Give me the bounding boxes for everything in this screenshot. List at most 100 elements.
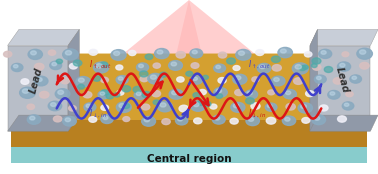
Circle shape — [235, 76, 241, 80]
Circle shape — [338, 62, 350, 71]
Circle shape — [319, 49, 332, 58]
Circle shape — [324, 66, 333, 72]
Circle shape — [178, 117, 183, 121]
Circle shape — [295, 65, 301, 69]
Circle shape — [319, 105, 328, 111]
Circle shape — [330, 92, 335, 95]
Circle shape — [304, 52, 312, 57]
Circle shape — [313, 64, 321, 70]
Circle shape — [152, 90, 161, 97]
Circle shape — [89, 49, 98, 55]
Circle shape — [50, 61, 62, 70]
Circle shape — [89, 117, 97, 122]
Circle shape — [68, 105, 76, 111]
Circle shape — [248, 118, 254, 121]
Circle shape — [70, 63, 77, 69]
Circle shape — [328, 90, 340, 99]
Circle shape — [357, 48, 372, 59]
Circle shape — [301, 104, 307, 108]
Circle shape — [236, 49, 251, 60]
Circle shape — [31, 51, 36, 55]
Circle shape — [342, 52, 349, 57]
Circle shape — [227, 58, 235, 64]
Circle shape — [252, 77, 259, 82]
Polygon shape — [11, 54, 367, 120]
Circle shape — [251, 103, 260, 109]
Circle shape — [342, 102, 354, 110]
Circle shape — [101, 105, 108, 110]
Circle shape — [27, 104, 34, 109]
Circle shape — [155, 49, 169, 59]
Circle shape — [312, 58, 321, 64]
Circle shape — [116, 65, 123, 70]
Polygon shape — [8, 115, 79, 131]
Circle shape — [218, 52, 227, 58]
Circle shape — [285, 117, 290, 121]
Polygon shape — [91, 0, 287, 80]
Circle shape — [198, 100, 204, 105]
Circle shape — [314, 75, 326, 83]
Circle shape — [246, 98, 254, 104]
Circle shape — [13, 65, 18, 68]
Text: $I_{\downarrow,in}$: $I_{\downarrow,in}$ — [89, 108, 107, 120]
Circle shape — [101, 77, 108, 83]
Circle shape — [129, 50, 136, 56]
Circle shape — [179, 105, 189, 112]
Circle shape — [199, 89, 206, 95]
Polygon shape — [170, 0, 208, 80]
Circle shape — [186, 71, 193, 76]
Text: Lead: Lead — [28, 66, 44, 94]
Circle shape — [136, 63, 149, 72]
Circle shape — [148, 73, 163, 84]
Circle shape — [122, 86, 131, 92]
Circle shape — [260, 65, 265, 69]
Circle shape — [218, 78, 226, 83]
Text: Central region: Central region — [147, 154, 231, 164]
Circle shape — [96, 64, 102, 68]
Circle shape — [282, 116, 296, 125]
Circle shape — [118, 77, 123, 80]
Circle shape — [153, 100, 160, 105]
Circle shape — [48, 101, 62, 111]
Circle shape — [268, 90, 275, 95]
Circle shape — [63, 49, 78, 60]
Circle shape — [272, 65, 281, 71]
Circle shape — [314, 116, 320, 120]
Circle shape — [111, 50, 126, 60]
Circle shape — [171, 62, 177, 66]
Circle shape — [160, 103, 166, 107]
Circle shape — [203, 75, 208, 79]
Circle shape — [55, 89, 70, 99]
Circle shape — [214, 64, 226, 72]
Circle shape — [101, 115, 113, 124]
Circle shape — [333, 78, 342, 84]
Circle shape — [34, 63, 44, 70]
Circle shape — [22, 89, 29, 93]
Circle shape — [231, 102, 245, 112]
Circle shape — [117, 90, 124, 95]
Circle shape — [278, 47, 293, 58]
Circle shape — [78, 78, 84, 82]
Circle shape — [344, 103, 349, 106]
Circle shape — [239, 51, 245, 55]
Circle shape — [93, 62, 109, 73]
Circle shape — [192, 50, 197, 54]
Circle shape — [193, 102, 199, 107]
Circle shape — [172, 91, 177, 95]
Text: $I_{\uparrow,out}$: $I_{\uparrow,out}$ — [248, 59, 270, 71]
Circle shape — [145, 54, 153, 60]
Circle shape — [321, 51, 326, 54]
Circle shape — [28, 49, 42, 60]
Circle shape — [203, 101, 211, 107]
Circle shape — [11, 63, 23, 72]
Text: $I_{\uparrow,out}$: $I_{\uparrow,out}$ — [89, 59, 111, 71]
Circle shape — [37, 78, 42, 81]
Circle shape — [274, 78, 279, 81]
Circle shape — [352, 76, 356, 80]
Circle shape — [271, 76, 285, 86]
Circle shape — [142, 116, 155, 126]
Circle shape — [230, 118, 238, 124]
Circle shape — [312, 115, 325, 125]
Circle shape — [233, 74, 247, 84]
Circle shape — [53, 116, 62, 122]
